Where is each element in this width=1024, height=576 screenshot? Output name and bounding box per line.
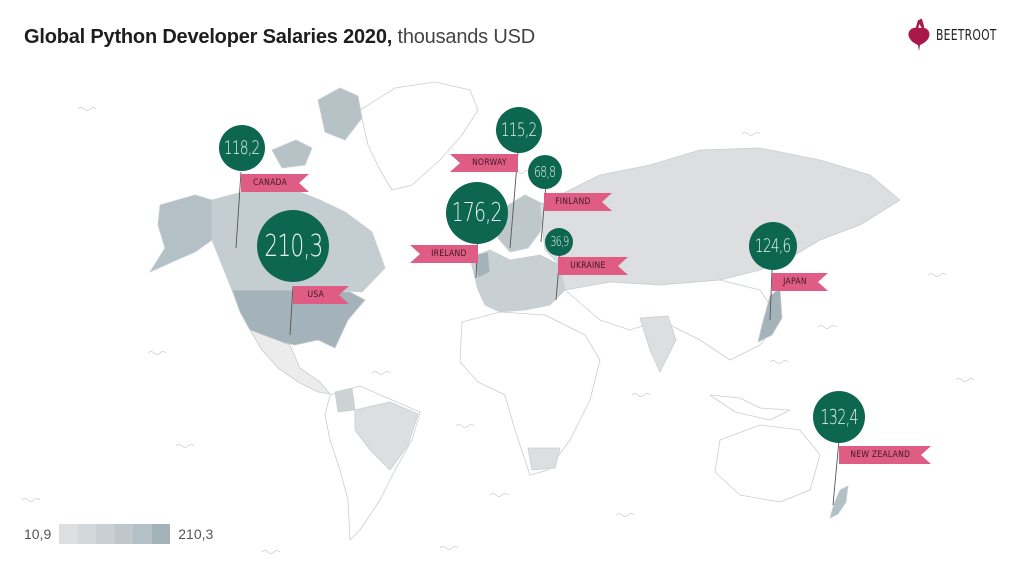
value-bubble-finland: 68,8 — [528, 155, 562, 189]
new-zealand — [829, 485, 849, 519]
continents — [149, 81, 901, 541]
color-scale-legend: 10,9 210,3 — [24, 524, 213, 544]
title-unit: thousands USD — [392, 26, 535, 48]
legend-max-label: 210,3 — [178, 526, 214, 542]
beetroot-logo: BEETROOT — [906, 18, 1012, 52]
flag-ukraine: UKRAINE — [558, 257, 628, 275]
flag-ireland: IRELAND — [410, 245, 478, 263]
africa — [459, 311, 601, 476]
beetroot-icon — [908, 18, 930, 51]
flag-japan: JAPAN — [772, 273, 828, 291]
flag-norway: NORWAY — [450, 154, 518, 172]
australia — [714, 424, 821, 503]
brazil — [354, 401, 419, 471]
value-bubble-new-zealand: 132,4 — [813, 391, 865, 443]
flag-canada: CANADA — [241, 174, 309, 192]
value-bubble-usa: 210,3 — [257, 210, 329, 282]
value-bubble-norway: 115,2 — [496, 107, 542, 153]
value-bubble-japan: 124,6 — [749, 222, 797, 270]
indonesia — [709, 394, 791, 421]
page-title: Global Python Developer Salaries 2020, t… — [24, 26, 535, 49]
asia — [564, 279, 781, 361]
mexico — [249, 329, 331, 395]
flag-finland: FINLAND — [544, 193, 612, 211]
greenland — [359, 81, 479, 191]
legend-min-label: 10,9 — [24, 526, 52, 542]
canada-arctic — [317, 87, 363, 141]
alaska — [149, 194, 213, 273]
value-bubble-canada: 118,2 — [219, 125, 265, 171]
logo-text: BEETROOT — [936, 26, 997, 44]
south-africa — [527, 447, 561, 471]
legend-color-bar — [59, 524, 171, 544]
title-bold: Global Python Developer Salaries 2020, — [24, 26, 393, 48]
value-bubble-ireland: 176,2 — [446, 182, 508, 244]
flag-usa: USA — [293, 286, 349, 304]
colombia — [334, 387, 356, 413]
europe — [469, 249, 566, 313]
flag-new-zealand: NEW ZEALAND — [839, 446, 931, 464]
scandinavia — [497, 194, 546, 253]
india — [639, 315, 677, 373]
value-bubble-ukraine: 36,9 — [545, 228, 573, 256]
